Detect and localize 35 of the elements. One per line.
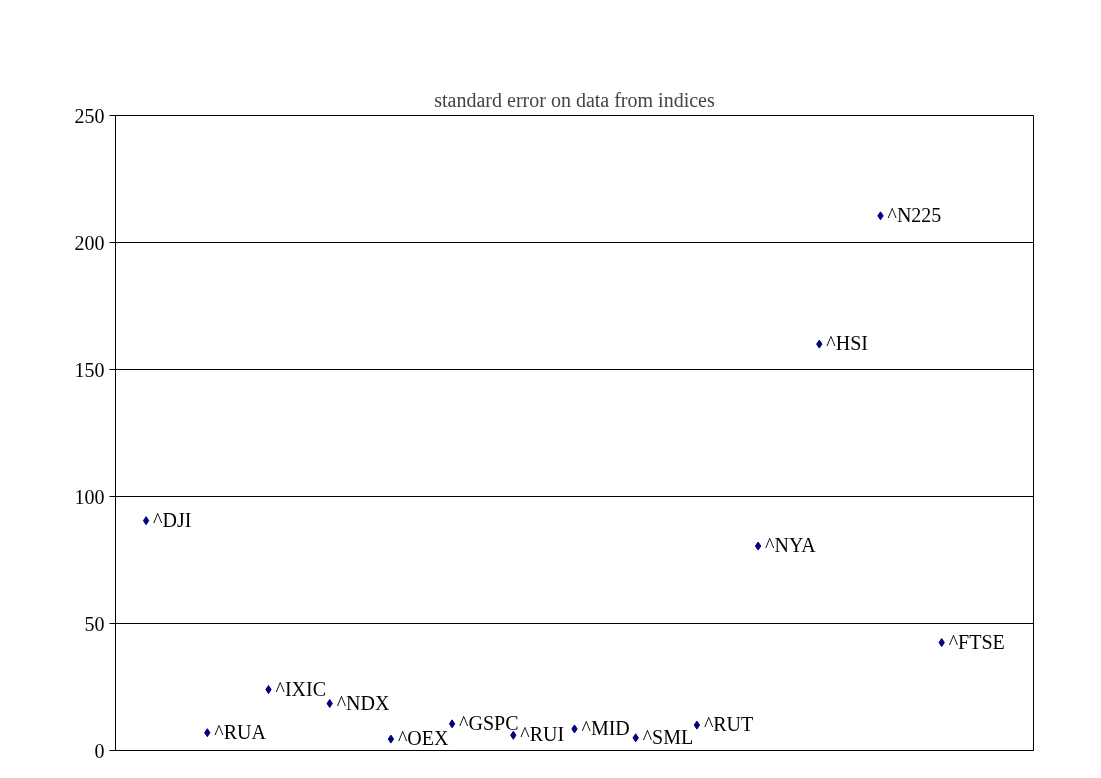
point bbox=[204, 728, 211, 738]
annotation: ^OEX bbox=[397, 727, 449, 750]
y-tick-label: 150 bbox=[74, 358, 105, 381]
chart-title: standard error on data from indices bbox=[434, 88, 715, 111]
annotation: ^RUT bbox=[703, 713, 754, 736]
annotation: ^MID bbox=[581, 716, 630, 739]
annotation: ^IXIC bbox=[275, 677, 326, 700]
annotation: ^NYA bbox=[765, 534, 817, 557]
annotation: ^SML bbox=[642, 725, 694, 748]
point bbox=[816, 339, 823, 349]
y-tick-label: 0 bbox=[94, 739, 105, 762]
y-tick-label: 100 bbox=[74, 485, 105, 508]
point bbox=[510, 730, 517, 740]
point bbox=[877, 211, 884, 221]
annotation: ^HSI bbox=[826, 332, 868, 355]
y-tick-label: 200 bbox=[74, 231, 105, 254]
annotation: ^FTSE bbox=[948, 630, 1005, 653]
point bbox=[387, 734, 395, 744]
annotation: ^NDX bbox=[336, 691, 390, 714]
point bbox=[632, 733, 639, 743]
y-tick-label: 50 bbox=[84, 612, 105, 635]
point bbox=[326, 699, 333, 709]
annotation: ^DJI bbox=[153, 508, 192, 531]
point bbox=[693, 720, 701, 730]
annotation: ^N225 bbox=[887, 203, 942, 226]
y-tick-label: 250 bbox=[74, 104, 105, 127]
annotation: ^RUI bbox=[520, 723, 565, 746]
point bbox=[754, 541, 762, 551]
point bbox=[571, 724, 578, 734]
point bbox=[142, 516, 150, 526]
annotation: ^RUA bbox=[214, 720, 267, 743]
point bbox=[938, 638, 945, 648]
point bbox=[265, 685, 272, 695]
annotation: ^GSPC bbox=[459, 711, 519, 734]
point bbox=[448, 719, 456, 729]
